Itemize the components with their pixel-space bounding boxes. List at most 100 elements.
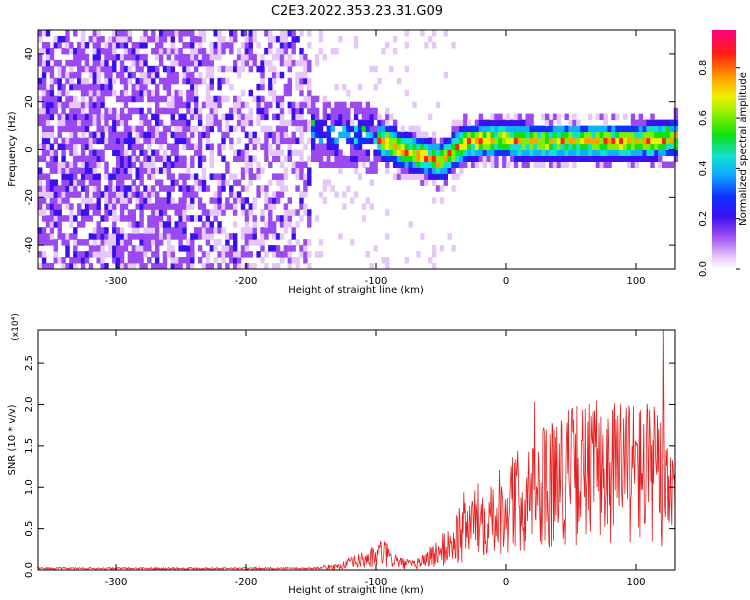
spectrogram-cell xyxy=(607,137,612,145)
spectrogram-cell xyxy=(451,143,456,150)
snr-frame xyxy=(37,329,676,571)
spectrogram-cell xyxy=(38,179,43,186)
spectrogram-cell xyxy=(428,257,433,264)
spectrogram-cell xyxy=(326,179,331,186)
spectrogram-cell xyxy=(201,221,207,228)
spectrogram-cell xyxy=(84,113,90,121)
spectrogram-cell xyxy=(182,197,187,204)
spectrogram-cell xyxy=(385,137,390,145)
spectrogram-cell xyxy=(233,179,238,186)
spectrogram-cell xyxy=(104,119,109,127)
spectrogram-cell xyxy=(474,149,480,156)
spectrogram-cell xyxy=(568,119,573,127)
spectrogram-cell xyxy=(112,107,117,115)
spectrogram-cell xyxy=(626,125,632,133)
spectrogram-cell xyxy=(560,131,565,139)
spectrogram-cell xyxy=(264,149,269,156)
spectrogram-cell xyxy=(88,251,94,258)
spectrogram-cell xyxy=(260,209,265,216)
spectrogram-cell xyxy=(521,131,526,139)
spectrogram-cell xyxy=(482,155,487,162)
spectrogram-cell xyxy=(275,53,281,61)
spectrogram-cell xyxy=(112,173,117,180)
spectrogram-cell xyxy=(587,137,593,145)
spectrogram-cell xyxy=(84,83,90,91)
spectrogram-cell xyxy=(166,197,172,204)
spectrogram-cell xyxy=(428,155,433,162)
spectrogram-cell xyxy=(634,131,640,139)
spectrogram-cell xyxy=(287,42,292,49)
spectrogram-cell xyxy=(209,161,214,168)
spectrogram-cell xyxy=(221,131,226,139)
spectrogram-cell xyxy=(190,143,195,150)
spectrogram-cell xyxy=(330,125,335,133)
spectrogram-cell xyxy=(174,143,179,150)
spectrogram-cell xyxy=(509,125,515,133)
spectrogram-cell xyxy=(57,83,62,91)
spectrogram-cell xyxy=(213,257,218,264)
spectrogram-cell xyxy=(123,167,129,174)
spectrogram-cell xyxy=(533,137,538,145)
spectrogram-cell xyxy=(346,137,351,145)
y-tick-label: 2.5 xyxy=(24,355,35,371)
spectrogram-cell xyxy=(84,167,90,174)
spectrogram-cell xyxy=(45,173,51,180)
spectrogram-cell xyxy=(158,119,164,127)
spectrogram-cell xyxy=(392,161,398,168)
spectrogram-cell xyxy=(77,107,82,115)
spectrogram-cell xyxy=(162,221,168,228)
spectrogram-cell xyxy=(143,113,148,121)
spectrogram-cell xyxy=(69,77,74,85)
spectrogram-cell xyxy=(178,245,183,252)
spectrogram-cell xyxy=(642,155,647,162)
spectrogram-cell xyxy=(314,53,320,61)
spectrogram-cell xyxy=(225,42,230,49)
spectrogram-cell xyxy=(143,53,148,61)
spectrogram-cell xyxy=(385,257,390,264)
spectrogram-cell xyxy=(506,131,511,139)
spectrogram-cell xyxy=(373,113,378,121)
spectrogram-cell xyxy=(88,173,94,180)
spectrogram-cell xyxy=(65,89,70,97)
spectrogram-cell xyxy=(279,161,285,168)
spectrogram-cell xyxy=(65,30,70,37)
spectrogram-cell xyxy=(61,119,66,127)
spectrogram-cell xyxy=(104,197,109,204)
spectrogram-cell xyxy=(346,113,351,121)
spectrogram-cell xyxy=(61,36,66,43)
spectrogram-cell xyxy=(342,191,347,198)
spectrogram-cell xyxy=(240,227,246,234)
spectrogram-cell xyxy=(127,155,133,162)
spectrogram-cell xyxy=(467,131,472,139)
spectrogram-cell xyxy=(326,113,331,121)
spectrogram-cell xyxy=(560,155,565,162)
spectrogram-cell xyxy=(221,245,226,252)
spectrogram-cell xyxy=(108,137,113,145)
spectrogram-cell xyxy=(541,131,546,139)
spectrogram-cell xyxy=(459,131,464,139)
spectrogram-cell xyxy=(65,191,70,198)
spectrogram-cell xyxy=(377,149,382,156)
spectrogram-cell xyxy=(385,143,390,150)
spectrogram-cell xyxy=(264,263,269,270)
spectrogram-cell xyxy=(619,143,624,150)
spectrogram-cell xyxy=(662,125,667,133)
spectrogram-cell xyxy=(603,125,608,133)
spectrogram-cell xyxy=(49,113,55,121)
spectrogram-cell xyxy=(311,143,316,150)
spectrogram-cell xyxy=(229,245,234,252)
spectrogram-cell xyxy=(123,149,129,156)
spectrogram-cell xyxy=(428,113,433,121)
spectrogram-cell xyxy=(205,95,211,103)
spectrogram-cell xyxy=(84,65,90,73)
spectrogram-cell xyxy=(334,143,339,150)
spectrogram-cell xyxy=(197,197,203,204)
spectrogram-cell xyxy=(116,263,121,270)
spectrogram-cell xyxy=(537,125,542,133)
spectrogram-cell xyxy=(69,173,74,180)
spectrogram-cell xyxy=(174,221,179,228)
spectrogram-cell xyxy=(158,197,164,204)
spectrogram-cell xyxy=(599,137,604,145)
spectrogram-cell xyxy=(299,59,304,67)
spectrogram-cell xyxy=(556,119,562,127)
